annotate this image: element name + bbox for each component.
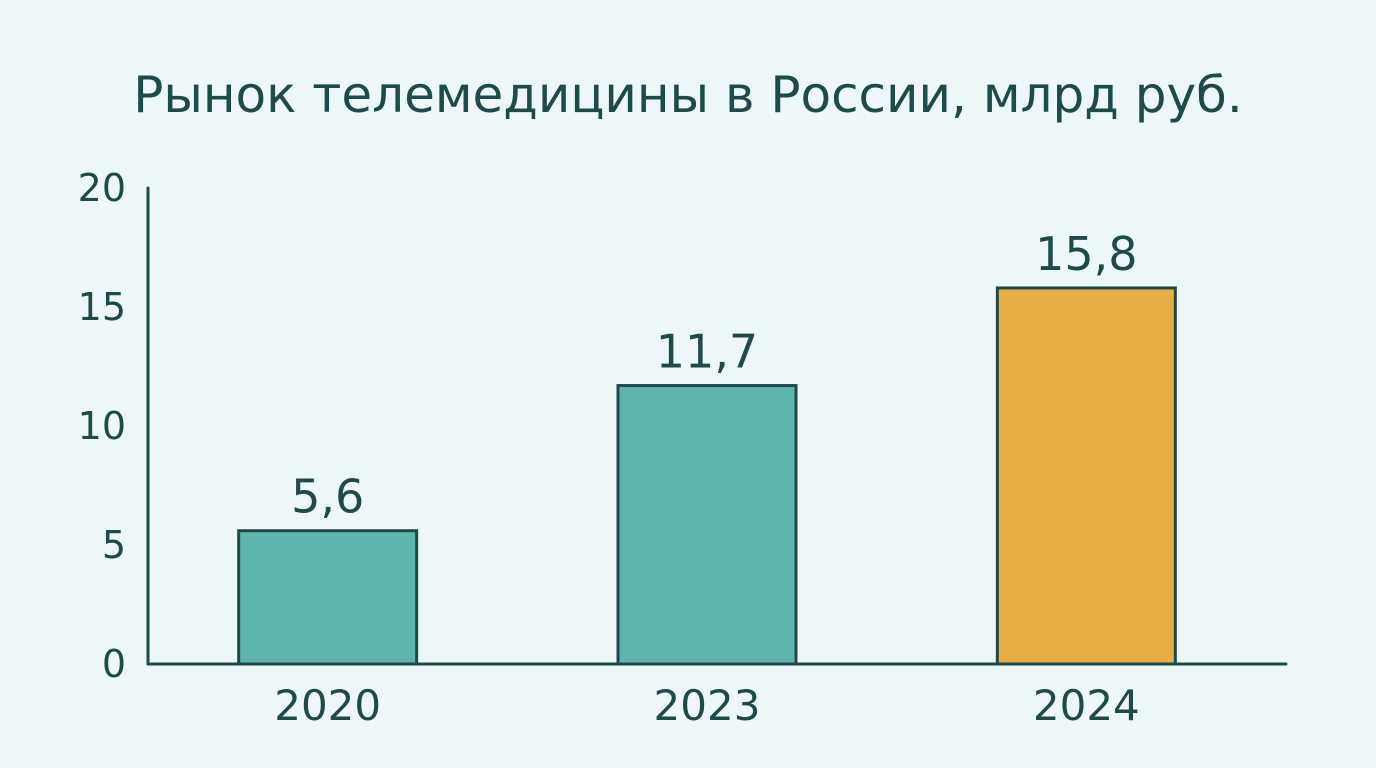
y-tick-label: 5 <box>102 523 126 567</box>
y-tick-label: 10 <box>78 404 126 448</box>
bar-2023 <box>616 384 798 666</box>
bars <box>237 286 1177 666</box>
bar-2024 <box>995 286 1177 666</box>
x-category-label: 2023 <box>654 681 761 730</box>
chart-title: Рынок телемедицины в России, млрд руб. <box>133 66 1243 124</box>
data-label: 15,8 <box>1035 227 1137 281</box>
x-category-label: 2020 <box>274 681 381 730</box>
x-category-label: 2024 <box>1033 681 1140 730</box>
data-labels: 5,6 11,7 15,8 <box>291 227 1137 524</box>
category-labels: 2020 2023 2024 <box>274 681 1140 730</box>
y-tick-label: 0 <box>102 642 126 686</box>
y-axis-ticks: 0 5 10 15 20 <box>78 166 126 686</box>
y-tick-label: 15 <box>78 285 126 329</box>
data-label: 11,7 <box>656 325 758 379</box>
bar-2020 <box>237 529 419 666</box>
y-tick-label: 20 <box>78 166 126 210</box>
data-label: 5,6 <box>291 470 364 524</box>
